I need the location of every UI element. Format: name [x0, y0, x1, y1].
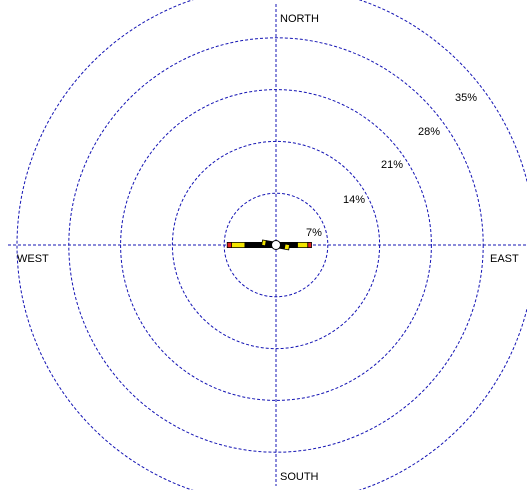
south-label: SOUTH [280, 471, 319, 483]
west-label: WEST [17, 253, 49, 265]
petals-layer [226, 239, 312, 251]
calm-circle [271, 240, 281, 250]
ring-label-7: 7% [306, 227, 322, 239]
petal-90-class-2 [307, 241, 312, 249]
petal-280-class-1 [261, 239, 267, 247]
ring-label-14: 14% [343, 194, 365, 206]
east-label: EAST [490, 253, 519, 265]
ring-label-28: 28% [418, 126, 440, 138]
ring-label-35: 35% [455, 92, 477, 104]
north-label: NORTH [280, 13, 319, 25]
petal-270-class-2 [226, 241, 233, 249]
petal-270-class-1 [231, 241, 246, 249]
petal-90-class-1 [297, 241, 309, 249]
ring-label-21: 21% [381, 159, 403, 171]
petal-100-class-1 [283, 243, 291, 251]
